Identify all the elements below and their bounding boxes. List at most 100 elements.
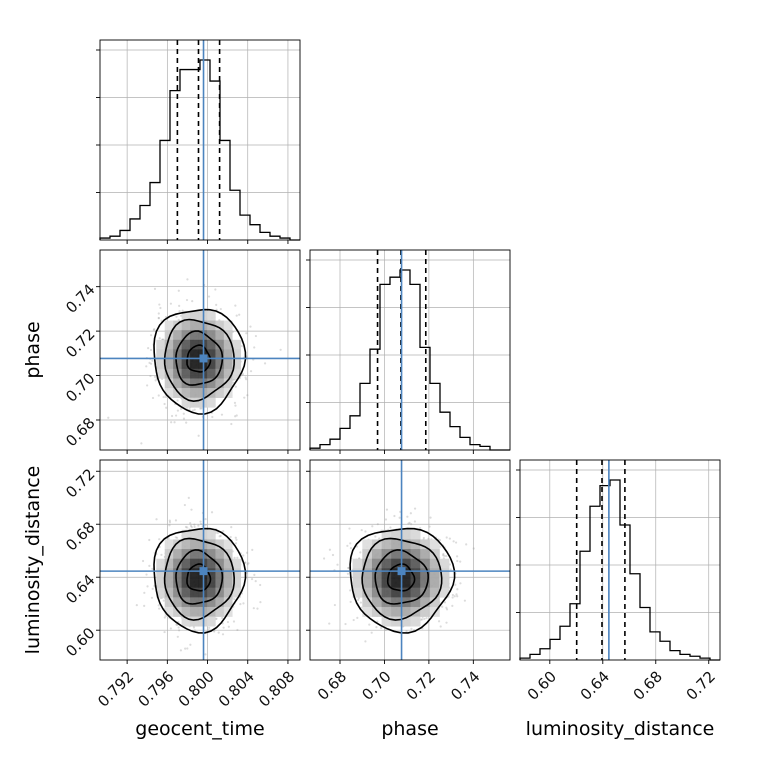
scatter-point: [236, 556, 239, 559]
scatter-point: [184, 647, 187, 650]
scatter-point: [456, 555, 459, 558]
histogram-bin: [390, 277, 400, 450]
density-cell: [371, 539, 382, 550]
density-cell: [371, 606, 382, 617]
histogram-bin: [150, 183, 160, 240]
scatter-point: [177, 289, 180, 292]
scatter-point: [241, 373, 245, 376]
scatter-point: [235, 538, 238, 541]
scatter-point: [349, 546, 353, 550]
scatter-point: [406, 515, 409, 518]
scatter-point: [157, 394, 160, 397]
scatter-point: [443, 554, 446, 557]
scatter-point: [151, 359, 154, 362]
scatter-point: [349, 542, 352, 545]
scatter-point: [250, 577, 254, 581]
histogram-bin: [440, 412, 450, 450]
density-cell: [215, 388, 225, 398]
density-cell: [400, 616, 411, 627]
density-cell: [181, 310, 191, 321]
density-cell: [381, 568, 392, 579]
scatter-point: [451, 604, 454, 607]
density-cell: [173, 320, 182, 331]
density-cell: [164, 368, 174, 379]
scatter-point: [374, 535, 377, 538]
scatter-point: [333, 603, 336, 607]
scatter-point: [245, 571, 248, 574]
x-tick-label: 0.808: [255, 668, 298, 711]
density-cell: [156, 587, 166, 598]
density-cell: [181, 539, 191, 550]
scatter-point: [191, 300, 194, 303]
scatter-point: [407, 522, 410, 525]
histogram-bin: [180, 70, 190, 240]
density-cell: [206, 349, 216, 360]
scatter-point: [347, 566, 350, 570]
scatter-point: [419, 526, 422, 530]
x-tick-label: 0.72: [403, 668, 439, 704]
y-axis-label-luminosity_distance: luminosity_distance: [22, 466, 44, 655]
scatter-point: [233, 556, 236, 559]
scatter-point: [234, 415, 237, 418]
histogram-bin: [460, 437, 470, 450]
scatter-point: [234, 536, 237, 539]
scatter-point: [393, 514, 396, 518]
density-cell: [206, 397, 216, 408]
density-cell: [223, 578, 233, 588]
scatter-point: [240, 344, 243, 348]
scatter-point: [150, 596, 154, 599]
scatter-point: [244, 561, 247, 564]
histogram-bin: [590, 506, 600, 660]
density-cell: [371, 568, 382, 579]
density-cell: [223, 568, 233, 579]
panel-luminosity_distance-vs-phase: 0.68 0.70 0.72 0.74: [306, 459, 511, 704]
density-cell: [400, 606, 411, 617]
scatter-point: [151, 567, 154, 570]
scatter-point: [176, 623, 179, 627]
scatter-point: [234, 385, 237, 388]
x-tick-label: 0.804: [215, 668, 258, 711]
density-cell: [420, 578, 431, 588]
scatter-point: [151, 396, 155, 400]
density-cell: [156, 578, 166, 588]
scatter-point: [162, 599, 165, 602]
density-cell: [362, 568, 373, 579]
scatter-point: [230, 422, 233, 426]
scatter-point: [204, 518, 207, 521]
density-cell: [215, 339, 225, 350]
scatter-point: [199, 407, 202, 410]
scatter-point: [259, 600, 262, 604]
density-cell: [410, 529, 421, 540]
scatter-point: [188, 408, 191, 411]
y-tick-label: 0.64: [62, 571, 98, 607]
histogram-bin: [610, 480, 620, 660]
x-tick-label: 0.792: [94, 668, 137, 711]
density-cell: [420, 597, 431, 608]
scatter-point: [149, 334, 153, 337]
histogram-bin: [210, 81, 220, 240]
density-cell: [400, 539, 411, 550]
scatter-point: [238, 313, 241, 316]
scatter-point: [352, 618, 355, 622]
scatter-point: [197, 434, 200, 437]
scatter-point: [413, 520, 416, 523]
density-cell: [190, 587, 199, 598]
histogram-bin: [140, 206, 150, 240]
scatter-point: [328, 548, 332, 551]
scatter-point: [158, 607, 161, 610]
scatter-point: [168, 519, 171, 522]
density-cell: [391, 606, 402, 617]
scatter-point: [174, 414, 178, 417]
scatter-point: [356, 616, 359, 619]
scatter-point: [359, 601, 363, 604]
density-cell: [232, 568, 242, 579]
x-tick-label: 0.70: [358, 668, 394, 704]
histogram-bin: [160, 140, 170, 240]
scatter-point: [215, 303, 218, 306]
scatter-point: [243, 396, 246, 399]
density-cell: [215, 330, 225, 341]
scatter-point: [221, 633, 225, 636]
density-cell: [173, 606, 182, 617]
scatter-point: [375, 626, 378, 629]
scatter-point: [168, 524, 171, 527]
